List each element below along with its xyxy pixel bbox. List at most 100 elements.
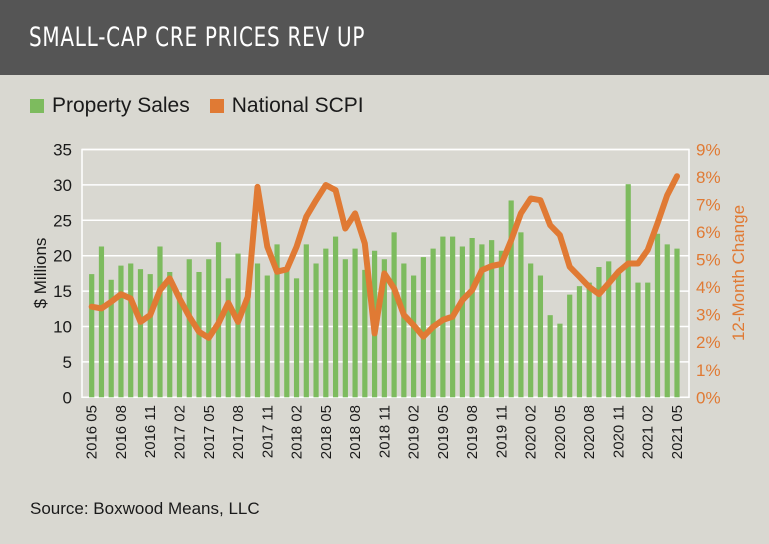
bar-property-sales — [411, 275, 417, 398]
bar-property-sales — [137, 269, 144, 398]
legend-item-property-sales: Property Sales — [30, 94, 190, 118]
bar-property-sales — [391, 232, 397, 398]
bar-property-sales — [498, 250, 505, 398]
x-tick-label: 2016 11 — [142, 405, 159, 458]
bar-property-sales — [674, 248, 680, 398]
source-note: Source: Boxwood Means, LLC — [30, 499, 260, 518]
bar-property-sales — [352, 248, 358, 398]
bar-property-sales — [528, 263, 534, 398]
bar-property-sales — [430, 248, 436, 398]
bar-property-sales — [586, 282, 592, 398]
x-tick-label: 2016 05 — [84, 405, 101, 459]
y-left-tick-label: 30 — [53, 176, 72, 195]
bar-property-sales — [108, 279, 114, 398]
bar-property-sales — [264, 275, 270, 398]
bar-property-sales — [606, 261, 612, 398]
bar-property-sales — [118, 265, 124, 398]
bar-property-sales — [176, 292, 183, 398]
bar-property-sales — [293, 278, 300, 398]
bar-property-sales — [664, 244, 670, 398]
y-right-tick-label: 1% — [696, 361, 721, 380]
y-left-tick-label: 15 — [53, 282, 72, 301]
bar-property-sales — [459, 246, 465, 398]
y-left-axis-title: $ Millions — [31, 238, 50, 309]
y-left-tick-label: 25 — [53, 211, 72, 230]
x-tick-label: 2017 05 — [201, 405, 218, 459]
y-right-tick-label: 2% — [696, 333, 721, 352]
x-tick-label: 2016 08 — [113, 405, 130, 459]
legend-item-national-scpi: National SCPI — [209, 94, 364, 118]
x-tick-label: 2020 08 — [581, 405, 598, 459]
legend-swatch-property-sales — [30, 99, 44, 113]
legend-label-national-scpi: National SCPI — [231, 94, 364, 117]
bar-property-sales — [508, 200, 514, 398]
x-tick-label: 2020 02 — [523, 405, 540, 459]
bar-property-sales — [625, 184, 631, 398]
x-tick-label: 2017 02 — [171, 405, 188, 459]
bar-property-sales — [167, 271, 173, 398]
bar-property-sales — [89, 274, 95, 398]
bar-property-sales — [284, 269, 290, 398]
x-tick-label: 2018 08 — [347, 405, 364, 459]
bar-property-sales — [245, 291, 251, 398]
legend-swatch-national-scpi — [209, 99, 224, 113]
y-left-tick-label: 5 — [63, 353, 72, 372]
chart-title: SMALL-CAP CRE PRICES REV UP — [29, 22, 366, 53]
x-tick-label: 2018 11 — [376, 405, 393, 458]
x-tick-label: 2017 08 — [230, 405, 247, 459]
bar-property-sales — [274, 244, 280, 398]
x-tick-label: 2019 08 — [464, 405, 481, 459]
y-left-tick-label: 20 — [53, 247, 72, 266]
y-right-tick-label: 3% — [696, 306, 721, 325]
bar-property-sales — [362, 269, 368, 398]
bar-property-sales — [518, 232, 524, 398]
bar-property-sales — [342, 259, 348, 398]
bar-property-sales — [235, 253, 241, 398]
y-left-tick-label: 10 — [53, 318, 72, 337]
bar-property-sales — [157, 246, 163, 398]
bar-property-sales — [479, 244, 485, 398]
bar-property-sales — [254, 263, 261, 398]
bar-property-sales — [303, 244, 309, 398]
y-right-tick-label: 9% — [696, 141, 721, 160]
bar-property-sales — [206, 259, 212, 398]
x-tick-label: 2018 02 — [289, 405, 306, 459]
bar-property-sales — [547, 315, 553, 398]
bar-property-sales — [186, 259, 192, 398]
bar-property-sales — [420, 257, 426, 398]
x-tick-label: 2020 05 — [552, 405, 569, 459]
bar-property-sales — [147, 274, 153, 398]
bar-property-sales — [332, 236, 339, 398]
y-right-tick-label: 6% — [696, 223, 721, 242]
bar-property-sales — [537, 275, 544, 398]
bar-property-sales — [596, 267, 602, 398]
bar-property-sales — [654, 233, 661, 398]
y-right-axis-title: 12-Month Change — [729, 205, 748, 341]
title-bar: SMALL-CAP CRE PRICES REV UP — [0, 0, 769, 75]
bar-property-sales — [381, 259, 387, 398]
x-tick-label: 2019 11 — [493, 405, 510, 458]
y-right-tick-label: 0% — [696, 388, 721, 407]
legend: Property Sales National SCPI — [30, 94, 384, 118]
bar-property-sales — [323, 248, 329, 398]
y-right-tick-label: 8% — [696, 168, 721, 187]
x-tick-label: 2019 02 — [406, 405, 423, 459]
y-right-tick-label: 5% — [696, 251, 721, 270]
x-tick-label: 2021 05 — [669, 405, 686, 459]
bar-property-sales — [557, 323, 563, 398]
legend-label-property-sales: Property Sales — [52, 94, 190, 117]
bar-property-sales — [128, 263, 134, 398]
x-tick-label: 2017 11 — [259, 405, 276, 458]
x-tick-label: 2020 11 — [610, 405, 627, 458]
y-left-tick-label: 0 — [63, 388, 72, 407]
y-right-tick-label: 4% — [696, 278, 721, 297]
bar-property-sales — [645, 282, 651, 398]
bar-property-sales — [489, 240, 495, 398]
bar-property-sales — [576, 286, 583, 398]
x-tick-label: 2019 05 — [435, 405, 452, 459]
bar-property-sales — [469, 238, 475, 398]
bar-property-sales — [225, 278, 231, 398]
bar-property-sales — [635, 282, 641, 398]
bar-property-sales — [401, 263, 407, 398]
